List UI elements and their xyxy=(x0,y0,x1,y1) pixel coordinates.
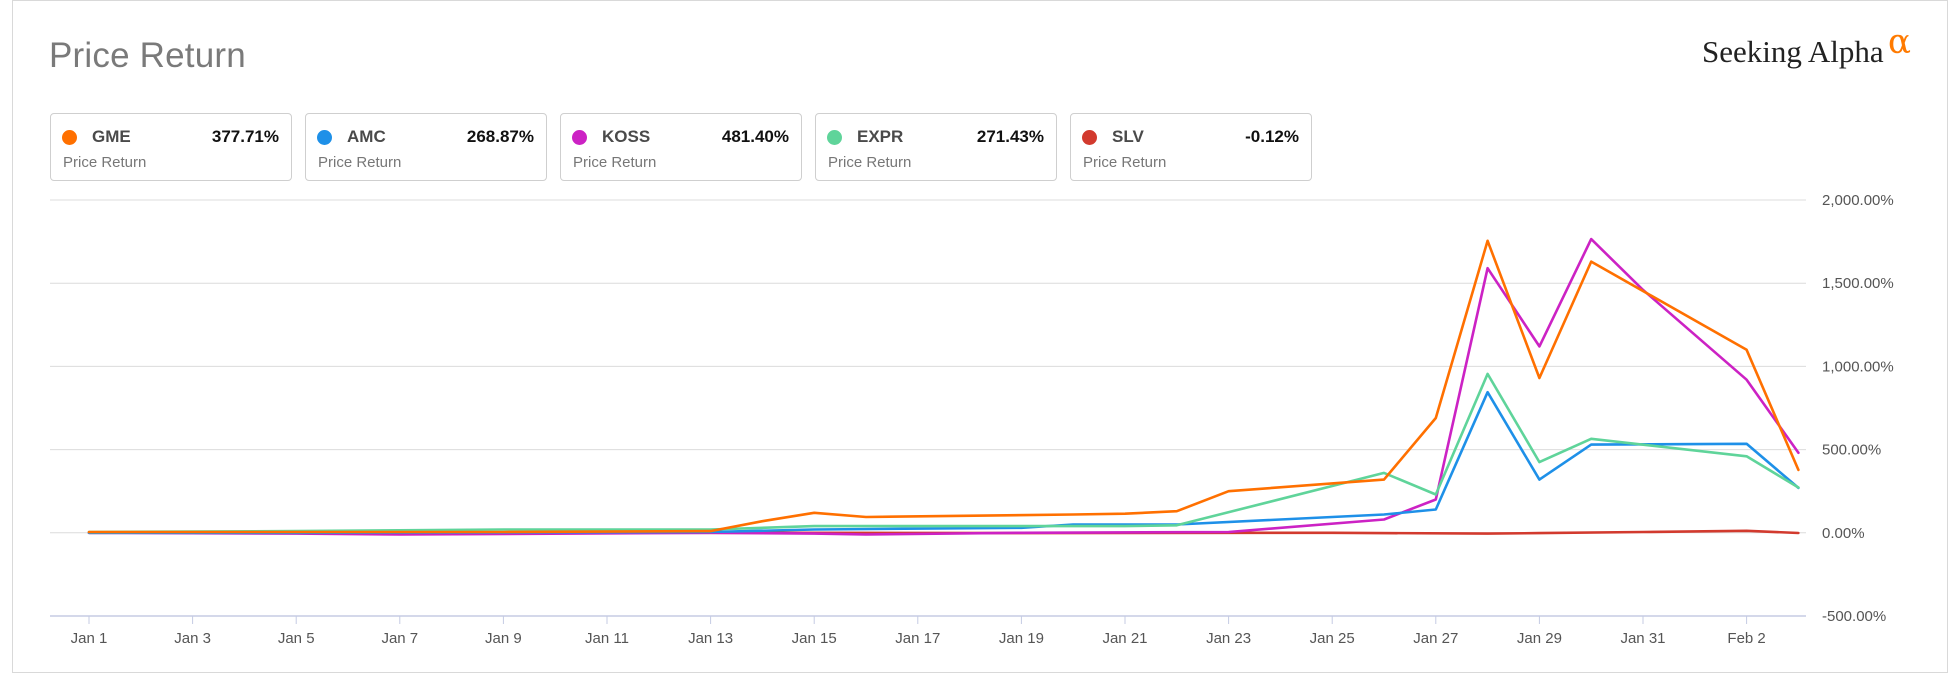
legend-return-value: 481.40% xyxy=(721,127,789,146)
x-tick-label: Jan 15 xyxy=(792,630,837,647)
x-tick-label: Jan 27 xyxy=(1413,630,1458,647)
legend-card-expr[interactable]: EXPR 271.43% Price Return xyxy=(815,113,1057,181)
series-line-amc xyxy=(87,390,1800,535)
x-tick-label: Jan 21 xyxy=(1102,630,1147,647)
y-tick-label: -500.00% xyxy=(1822,608,1886,625)
x-tick-label: Jan 1 xyxy=(71,630,108,647)
brand-alpha-mark: α xyxy=(1888,22,1911,62)
brand-name: Seeking Alpha xyxy=(1702,34,1884,69)
x-tick-label: Jan 5 xyxy=(278,630,315,647)
series-line-expr xyxy=(87,372,1800,534)
legend-return-value: -0.12% xyxy=(1245,127,1299,146)
x-tick-label: Jan 19 xyxy=(999,630,1044,647)
series-line-gme xyxy=(87,239,1800,534)
x-tick-label: Feb 2 xyxy=(1727,630,1765,647)
legend-card-gme[interactable]: GME 377.71% Price Return xyxy=(50,113,292,181)
y-tick-label: 1,500.00% xyxy=(1822,275,1894,292)
legend-subtitle: Price Return xyxy=(573,154,657,171)
brand-logo: Seeking Alpha α xyxy=(1702,22,1911,70)
legend-dot xyxy=(317,130,332,145)
legend-dot xyxy=(62,130,77,145)
legend-return-value: 377.71% xyxy=(211,127,279,146)
legend-ticker: GME xyxy=(92,127,131,146)
legend-card-slv[interactable]: SLV -0.12% Price Return xyxy=(1070,113,1312,181)
legend-card-amc[interactable]: AMC 268.87% Price Return xyxy=(305,113,547,181)
legend-subtitle: Price Return xyxy=(1083,154,1167,171)
x-tick-label: Jan 31 xyxy=(1620,630,1665,647)
x-tick-label: Jan 3 xyxy=(174,630,211,647)
legend-dot xyxy=(572,130,587,145)
y-tick-label: 1,000.00% xyxy=(1822,358,1894,375)
legend-card-koss[interactable]: KOSS 481.40% Price Return xyxy=(560,113,802,181)
series-line-koss xyxy=(87,237,1800,536)
x-tick-label: Jan 7 xyxy=(381,630,418,647)
legend-return-value: 271.43% xyxy=(976,127,1044,146)
legend-subtitle: Price Return xyxy=(828,154,912,171)
x-tick-label: Jan 17 xyxy=(895,630,940,647)
legend-return-value: 268.87% xyxy=(466,127,534,146)
legend-subtitle: Price Return xyxy=(318,154,402,171)
legend-ticker: SLV xyxy=(1112,127,1144,146)
x-tick-label: Jan 11 xyxy=(585,630,629,647)
chart-title: Price Return xyxy=(49,36,246,75)
legend-ticker: EXPR xyxy=(857,127,904,146)
x-tick-label: Jan 25 xyxy=(1310,630,1355,647)
legend-ticker: KOSS xyxy=(602,127,651,146)
chart-frame xyxy=(12,0,1948,673)
y-tick-label: 2,000.00% xyxy=(1822,192,1894,209)
x-tick-label: Jan 13 xyxy=(688,630,733,647)
y-tick-label: 0.00% xyxy=(1822,525,1865,542)
legend-subtitle: Price Return xyxy=(63,154,147,171)
x-tick-label: Jan 23 xyxy=(1206,630,1251,647)
x-tick-label: Jan 29 xyxy=(1517,630,1562,647)
legend-ticker: AMC xyxy=(347,127,386,146)
legend-dot xyxy=(1082,130,1097,145)
x-tick-label: Jan 9 xyxy=(485,630,522,647)
y-tick-label: 500.00% xyxy=(1822,442,1881,459)
legend-dot xyxy=(827,130,842,145)
